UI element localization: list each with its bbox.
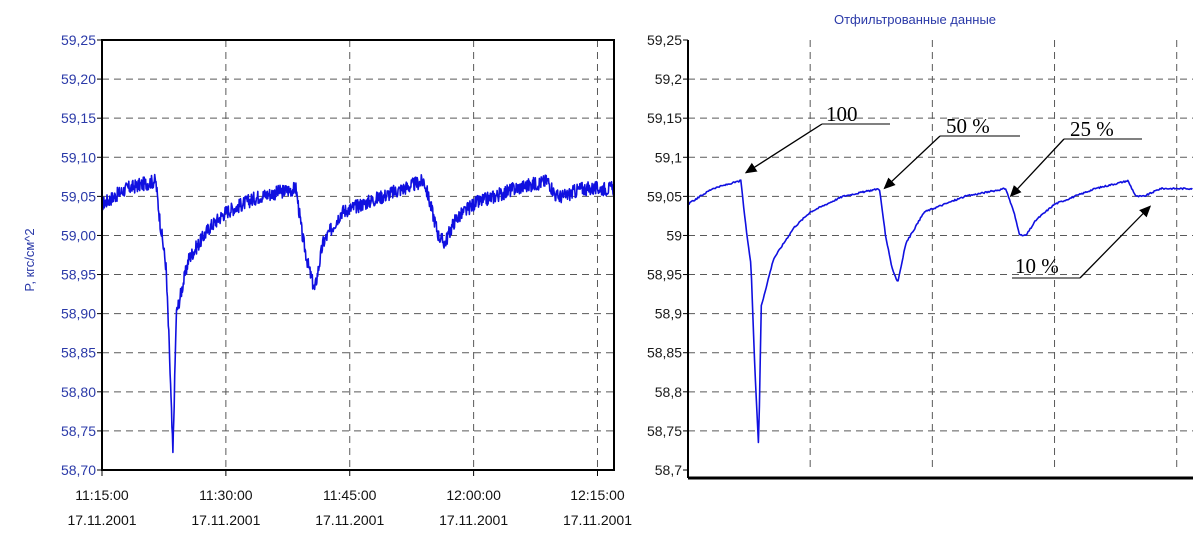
x-tick-date: 17.11.2001	[315, 512, 384, 528]
y-tick-label: 58,80	[61, 384, 96, 400]
annotation-label: 50 %	[946, 114, 990, 138]
annotation-arrow	[1009, 138, 1065, 198]
y-tick-label: 58,75	[647, 423, 682, 439]
y-tick-label: 58,70	[61, 462, 96, 478]
x-tick-date: 17.11.2001	[563, 512, 632, 528]
y-tick-label: 59,15	[61, 110, 96, 126]
y-tick-label: 59,2	[655, 71, 682, 87]
x-tick-date: 17.11.2001	[67, 512, 136, 528]
x-tick-time: 11:45:00	[323, 487, 377, 503]
y-tick-label: 58,9	[655, 306, 682, 322]
annotation-arrow	[883, 135, 941, 190]
annotations: 100 50 % 25 % 10 %	[744, 102, 1152, 279]
y-tick-label: 58,7	[655, 462, 682, 478]
y-tick-label: 58,8	[655, 384, 682, 400]
annotation-label: 25 %	[1070, 117, 1114, 141]
annotation-label: 10 %	[1015, 254, 1059, 278]
annotation-arrow	[1079, 205, 1152, 279]
y-tick-label: 59,05	[647, 188, 682, 204]
x-tick-time: 11:15:00	[75, 487, 129, 503]
right-gridlines	[688, 40, 1193, 470]
left-y-tick-labels: 59,25 59,20 59,15 59,10 59,05 59,00 58,95 58,90…	[61, 32, 102, 478]
y-tick-label: 59,15	[647, 110, 682, 126]
y-axis-label: P, кгс/см^2	[22, 228, 37, 291]
y-tick-label: 58,85	[61, 345, 96, 361]
y-tick-label: 59,25	[61, 32, 96, 48]
y-tick-label: 59,05	[61, 188, 96, 204]
y-tick-label: 58,85	[647, 345, 682, 361]
y-tick-label: 59,25	[647, 32, 682, 48]
x-tick-time: 11:30:00	[199, 487, 253, 503]
raw-data-chart: P, кгс/см^2 59,2559,2059,1559,1059,0559,…	[22, 32, 632, 528]
filtered-data-chart: Отфильтрованные данные 59,2559,259,1559,…	[647, 12, 1193, 480]
y-tick-label: 59,00	[61, 227, 96, 243]
annotation-label: 100	[826, 102, 858, 126]
x-tick-date: 17.11.2001	[439, 512, 508, 528]
y-tick-label: 59,10	[61, 149, 96, 165]
left-x-tick-labels: 11:15:00 17.11.2001 11:30:00 17.11.2001 11:4…	[67, 470, 632, 528]
right-y-tick-labels: 59,25 59,2 59,15 59,1 59,05 59 58,95 58,9 58,85 5…	[647, 32, 688, 478]
chart-title: Отфильтрованные данные	[834, 12, 996, 27]
y-tick-label: 58,75	[61, 423, 96, 439]
y-tick-label: 59,1	[655, 149, 682, 165]
y-tick-label: 58,95	[647, 267, 682, 283]
left-gridlines	[102, 40, 614, 470]
left-plot-frame	[101, 39, 615, 471]
y-tick-label: 59,20	[61, 71, 96, 87]
x-tick-time: 12:00:00	[446, 487, 501, 503]
y-tick-label: 58,90	[61, 306, 96, 322]
y-tick-label: 59	[666, 227, 682, 243]
annotation-arrow	[744, 123, 823, 174]
raw-pressure-line	[101, 173, 615, 454]
filtered-pressure-line	[687, 179, 1193, 444]
x-tick-time: 12:15:00	[570, 487, 625, 503]
y-tick-label: 58,95	[61, 267, 96, 283]
x-tick-date: 17.11.2001	[191, 512, 260, 528]
